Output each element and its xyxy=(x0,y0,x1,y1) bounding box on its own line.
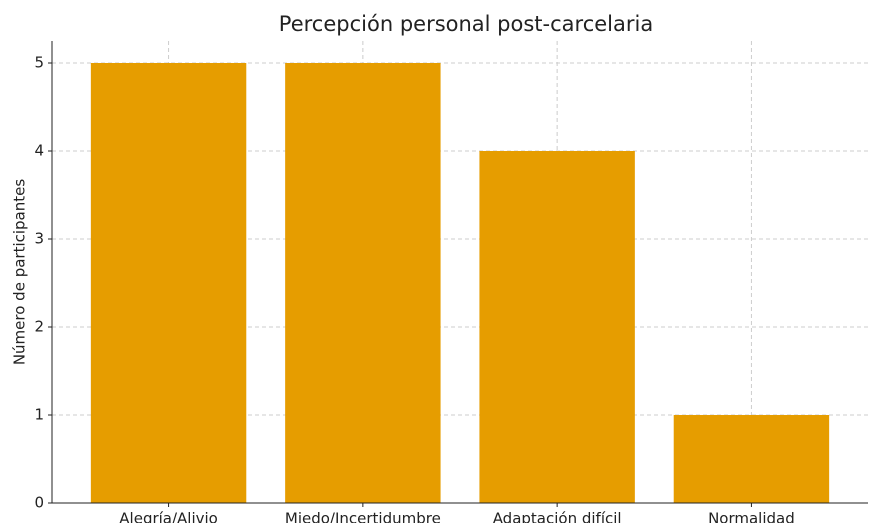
y-tick-label: 2 xyxy=(34,318,44,336)
y-axis-label: Número de participantes xyxy=(11,179,29,366)
chart-title: Percepción personal post-carcelaria xyxy=(279,12,653,36)
x-tick-label: Alegría/Alivio xyxy=(119,510,218,523)
y-tick-label: 3 xyxy=(34,230,44,248)
bar xyxy=(285,63,441,503)
y-tick-label: 1 xyxy=(34,406,44,424)
bar xyxy=(90,63,247,503)
bar xyxy=(479,151,635,503)
y-tick-label: 4 xyxy=(34,142,44,160)
bar xyxy=(673,415,830,503)
x-tick-label: Normalidad xyxy=(708,510,795,523)
x-tick-label: Adaptación difícil xyxy=(493,510,622,523)
y-tick-label: 0 xyxy=(34,494,44,512)
x-tick-label: Miedo/Incertidumbre xyxy=(285,510,441,523)
y-tick-label: 5 xyxy=(34,54,44,72)
